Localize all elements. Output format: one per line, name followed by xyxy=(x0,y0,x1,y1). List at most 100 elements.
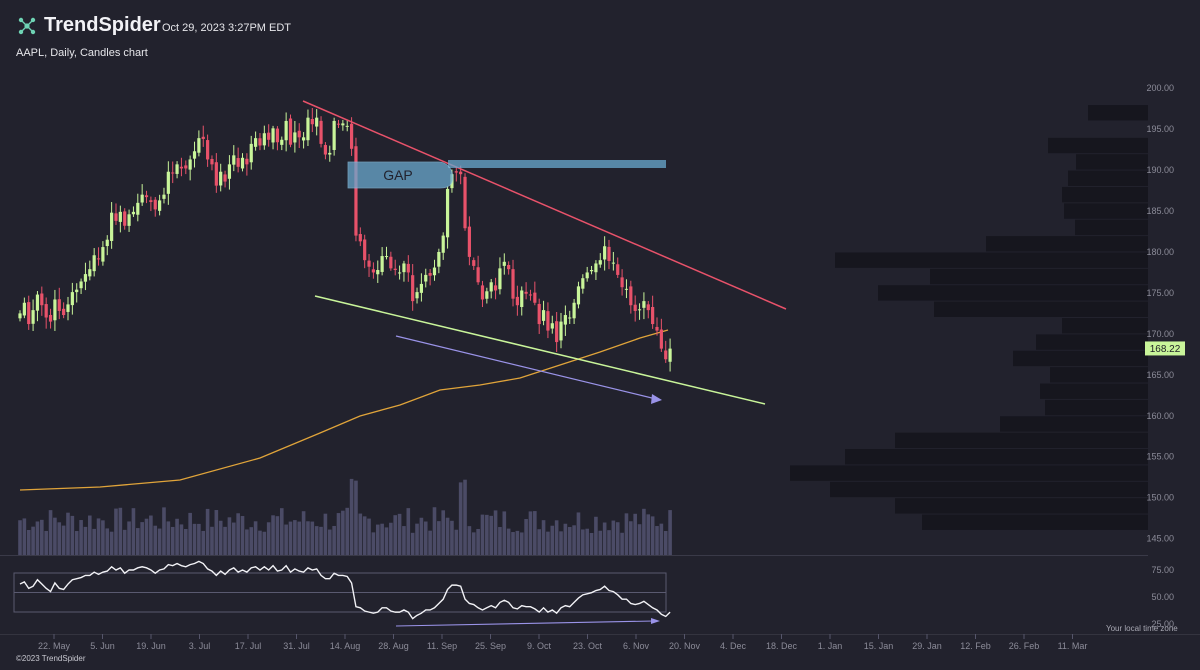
volume-bar xyxy=(88,515,92,555)
candle-body xyxy=(44,304,48,318)
candle-body xyxy=(127,214,131,226)
candle xyxy=(489,278,493,299)
volume-bar xyxy=(293,520,297,555)
candle xyxy=(114,203,118,225)
candle xyxy=(171,161,175,184)
candle xyxy=(367,254,371,277)
time-tick-label: 12. Feb xyxy=(960,641,991,651)
time-tick-label: 31. Jul xyxy=(283,641,310,651)
candle xyxy=(463,173,467,231)
volume-bar xyxy=(406,508,411,555)
volume-profile-bar xyxy=(1045,399,1148,416)
candle xyxy=(498,257,502,295)
candle-body xyxy=(219,171,223,186)
volume-profile-bar xyxy=(1068,170,1148,186)
candle-body xyxy=(57,299,61,311)
candle xyxy=(131,206,136,217)
candle-body xyxy=(31,310,35,324)
candle xyxy=(123,208,127,230)
volume-bar xyxy=(227,517,232,555)
candle xyxy=(633,295,637,322)
candle-body xyxy=(262,133,266,146)
volume-profile-bar xyxy=(1048,137,1148,154)
time-tick-label: 15. Jan xyxy=(864,641,894,651)
volume-profile-bar xyxy=(835,252,1148,268)
candle-body xyxy=(642,301,646,308)
resistance-trendline xyxy=(302,100,787,310)
volume-bar xyxy=(362,516,367,555)
candle-body xyxy=(476,267,480,283)
volume-bar xyxy=(127,521,131,555)
volume-bar xyxy=(659,523,664,555)
candle xyxy=(454,166,458,182)
candle-body xyxy=(310,118,314,125)
candle xyxy=(541,300,546,326)
candle-body xyxy=(149,200,153,203)
candle-body xyxy=(563,315,567,325)
volume-profile-bar xyxy=(1050,367,1148,383)
candle-body xyxy=(537,303,541,325)
candle-body xyxy=(454,171,458,173)
volume-bar xyxy=(563,523,568,555)
candle-body xyxy=(101,247,105,262)
candle-body xyxy=(123,211,127,226)
volume-bar xyxy=(358,513,363,555)
volume-bar xyxy=(655,526,659,555)
candle-body xyxy=(245,158,249,165)
candle xyxy=(598,253,602,268)
candle-body xyxy=(166,171,170,194)
volume-bar xyxy=(537,529,541,555)
candle xyxy=(267,124,271,147)
candle xyxy=(402,260,406,282)
candle xyxy=(363,234,367,269)
candle xyxy=(537,298,541,334)
candle-body xyxy=(472,260,476,266)
chart-header: TrendSpider Oct 29, 2023 3:27PM EDT AAPL… xyxy=(0,0,1200,70)
candle xyxy=(485,287,489,304)
candle-body xyxy=(315,117,319,127)
candle-body xyxy=(624,288,629,290)
candle xyxy=(397,265,402,280)
volume-bar xyxy=(153,525,158,555)
volume-bar xyxy=(498,527,502,555)
volume-bar xyxy=(445,517,450,555)
candle xyxy=(520,286,524,316)
candle xyxy=(254,131,258,151)
volume-bar xyxy=(26,529,31,555)
candle xyxy=(319,116,323,148)
candle-body xyxy=(589,270,594,272)
volume-bar xyxy=(323,513,328,555)
volume-profile-bar xyxy=(790,465,1148,481)
volume-bar xyxy=(240,516,245,555)
candle-body xyxy=(380,256,384,272)
volume-bar xyxy=(214,510,219,555)
volume-bar xyxy=(576,512,581,555)
volume-bar xyxy=(559,531,563,555)
candle-body xyxy=(467,226,471,257)
candle xyxy=(349,117,354,156)
candle-body xyxy=(83,274,88,282)
volume-bar xyxy=(502,511,507,555)
candle xyxy=(227,155,232,190)
divergence-arrowhead xyxy=(651,394,662,404)
candle xyxy=(323,142,328,160)
candle xyxy=(415,287,419,304)
volume-profile-bar xyxy=(1000,416,1148,432)
volume-bar xyxy=(279,508,284,555)
volume-bars xyxy=(0,478,1148,556)
candle-body xyxy=(79,281,83,289)
volume-profile-bar xyxy=(1088,105,1148,121)
volume-bar xyxy=(319,526,323,555)
volume-bar xyxy=(598,530,603,555)
candle-body xyxy=(594,263,598,273)
candle-body xyxy=(319,120,323,144)
volume-bar xyxy=(533,511,537,555)
candle-body xyxy=(179,166,184,169)
candle xyxy=(380,247,384,276)
time-tick-label: 20. Nov xyxy=(669,641,701,651)
candle-body xyxy=(301,137,306,141)
candle-body xyxy=(184,165,188,169)
candle-body xyxy=(144,195,149,198)
candle xyxy=(206,134,210,167)
